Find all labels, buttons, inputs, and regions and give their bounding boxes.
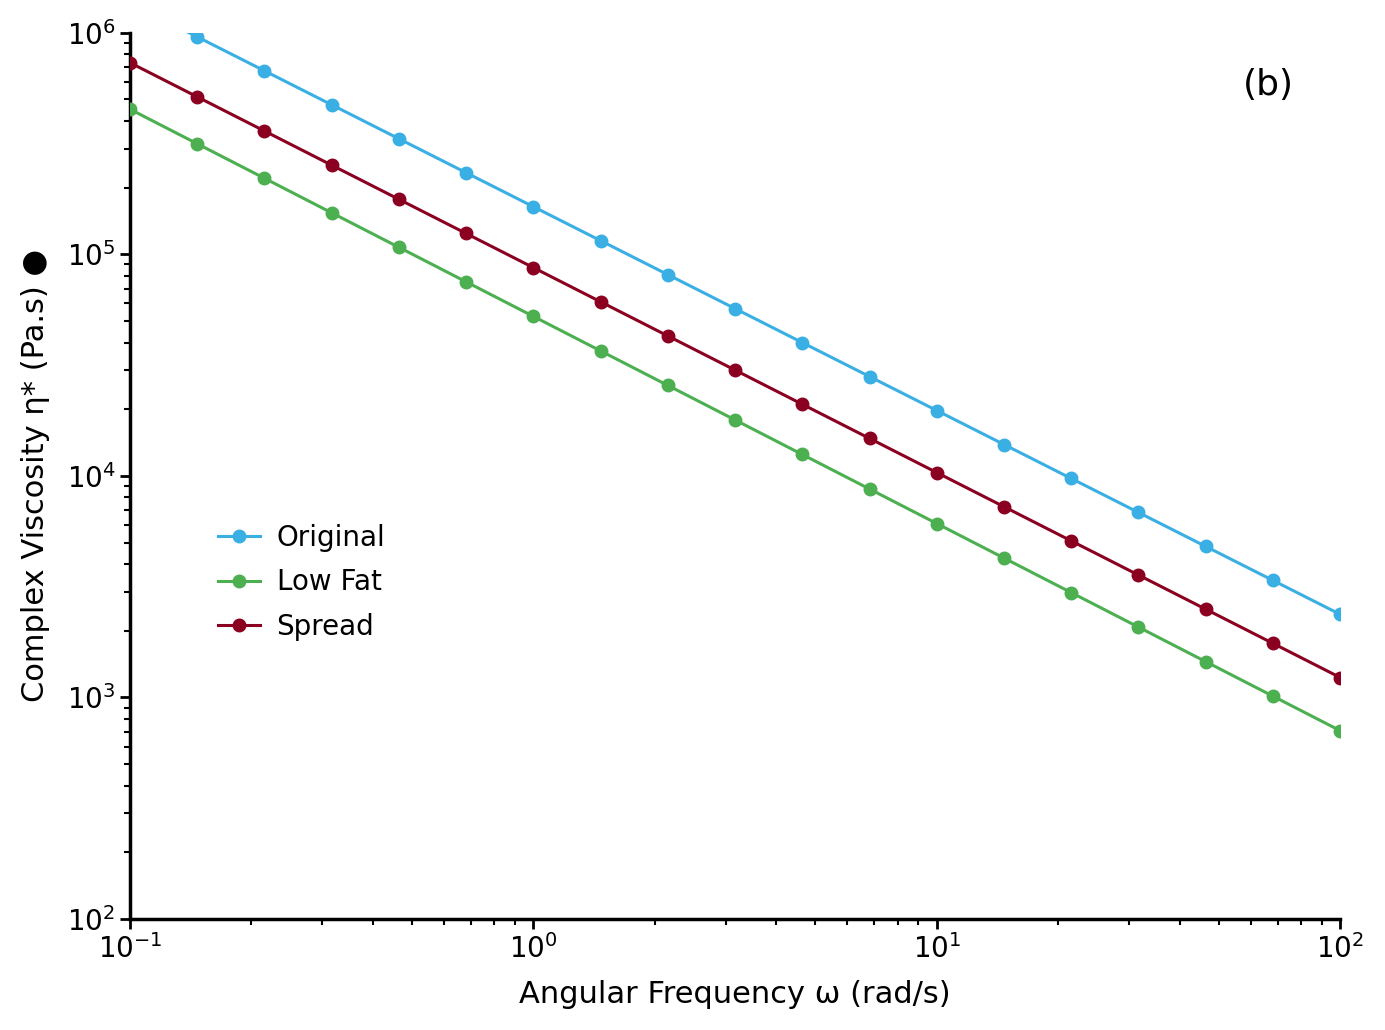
Low Fat: [525, 310, 542, 322]
Low Fat: [122, 103, 138, 115]
Spread: [1198, 603, 1215, 615]
Original: [525, 201, 542, 213]
Low Fat: [861, 483, 878, 495]
Low Fat: [996, 552, 1012, 564]
Text: (b): (b): [1244, 68, 1295, 102]
Line: Original: Original: [123, 0, 1346, 621]
Line: Spread: Spread: [123, 57, 1346, 684]
Original: [391, 133, 407, 145]
Spread: [928, 467, 945, 479]
Spread: [996, 501, 1012, 513]
Spread: [391, 194, 407, 206]
Low Fat: [391, 241, 407, 253]
Low Fat: [727, 414, 744, 426]
Original: [1332, 608, 1349, 620]
Line: Low Fat: Low Fat: [123, 103, 1346, 736]
Original: [1265, 574, 1281, 586]
Low Fat: [593, 345, 609, 357]
Original: [861, 371, 878, 383]
Original: [659, 269, 676, 281]
Original: [593, 235, 609, 247]
Spread: [659, 330, 676, 342]
Original: [1062, 473, 1079, 485]
Low Fat: [256, 172, 273, 184]
Low Fat: [323, 207, 339, 219]
Spread: [593, 296, 609, 308]
Original: [256, 65, 273, 77]
Original: [458, 167, 475, 179]
Original: [1198, 541, 1215, 553]
Y-axis label: Complex Viscosity η* (Pa.s) ●: Complex Viscosity η* (Pa.s) ●: [21, 249, 50, 702]
Low Fat: [1130, 621, 1147, 633]
Spread: [188, 91, 205, 103]
Spread: [861, 433, 878, 445]
Spread: [1332, 672, 1349, 684]
Original: [122, 0, 138, 9]
Low Fat: [1062, 586, 1079, 598]
Low Fat: [458, 276, 475, 288]
Low Fat: [188, 138, 205, 150]
Spread: [122, 57, 138, 69]
Spread: [1265, 638, 1281, 650]
Spread: [458, 228, 475, 240]
Original: [323, 99, 339, 111]
Original: [1130, 507, 1147, 519]
Original: [188, 31, 205, 43]
Original: [996, 439, 1012, 451]
Spread: [727, 364, 744, 376]
X-axis label: Angular Frequency ω (rad/s): Angular Frequency ω (rad/s): [519, 981, 951, 1009]
Low Fat: [1198, 655, 1215, 667]
Original: [794, 337, 810, 349]
Spread: [323, 159, 339, 171]
Low Fat: [1332, 724, 1349, 736]
Low Fat: [928, 517, 945, 529]
Legend: Original, Low Fat, Spread: Original, Low Fat, Spread: [205, 510, 399, 655]
Original: [727, 303, 744, 315]
Low Fat: [659, 379, 676, 391]
Original: [928, 405, 945, 417]
Spread: [794, 398, 810, 410]
Low Fat: [1265, 690, 1281, 702]
Spread: [256, 125, 273, 137]
Spread: [1130, 569, 1147, 581]
Spread: [525, 262, 542, 274]
Low Fat: [794, 448, 810, 460]
Spread: [1062, 535, 1079, 547]
